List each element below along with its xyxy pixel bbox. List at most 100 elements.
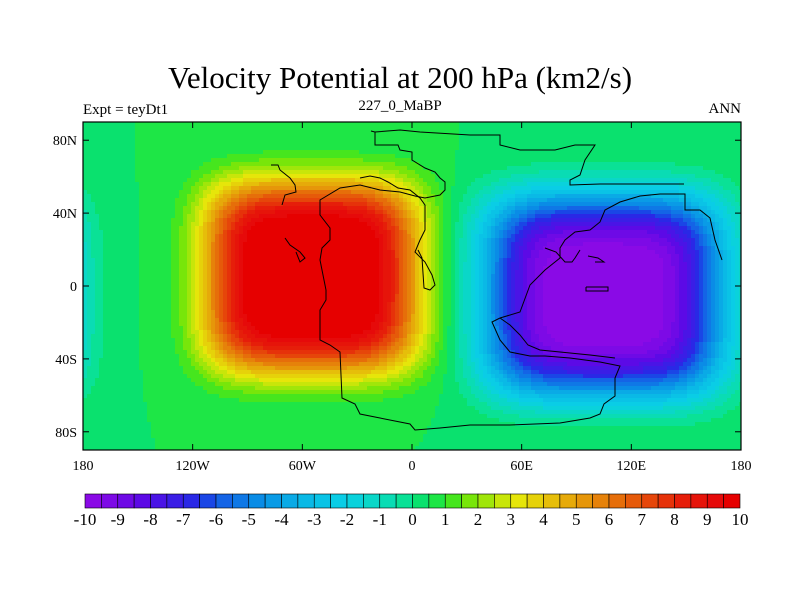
field-cell — [295, 238, 300, 243]
field-cell — [407, 182, 412, 187]
field-cell — [375, 190, 380, 195]
field-cell — [527, 126, 532, 131]
field-cell — [471, 210, 476, 215]
field-cell — [287, 178, 292, 183]
field-cell — [395, 218, 400, 223]
field-cell — [399, 174, 404, 179]
field-cell — [627, 222, 632, 227]
field-cell — [699, 150, 704, 155]
field-cell — [171, 218, 176, 223]
field-cell — [279, 158, 284, 163]
field-cell — [539, 210, 544, 215]
field-cell — [523, 174, 528, 179]
field-cell — [707, 238, 712, 243]
field-cell — [351, 206, 356, 211]
field-cell — [595, 234, 600, 239]
field-cell — [323, 230, 328, 235]
field-cell — [331, 122, 336, 127]
field-cell — [671, 134, 676, 139]
field-cell — [287, 138, 292, 143]
field-cell — [675, 238, 680, 243]
field-cell — [295, 194, 300, 199]
field-cell — [295, 154, 300, 159]
field-cell — [479, 138, 484, 143]
field-cell — [151, 194, 156, 199]
field-cell — [159, 234, 164, 239]
field-cell — [727, 198, 732, 203]
field-cell — [307, 126, 312, 131]
field-cell — [631, 210, 636, 215]
field-cell — [227, 170, 232, 175]
field-cell — [607, 142, 612, 147]
field-cell — [271, 162, 276, 167]
field-cell — [459, 126, 464, 131]
field-cell — [347, 214, 352, 219]
field-cell — [535, 218, 540, 223]
field-cell — [231, 206, 236, 211]
field-cell — [243, 130, 248, 135]
field-cell — [151, 142, 156, 147]
field-cell — [331, 234, 336, 239]
field-cell — [379, 238, 384, 243]
field-cell — [599, 162, 604, 167]
field-cell — [715, 190, 720, 195]
field-cell — [103, 226, 108, 231]
field-cell — [387, 174, 392, 179]
field-cell — [235, 210, 240, 215]
field-cell — [439, 130, 444, 135]
field-cell — [459, 146, 464, 151]
field-cell — [287, 222, 292, 227]
field-cell — [719, 226, 724, 231]
field-cell — [447, 154, 452, 159]
field-cell — [475, 234, 480, 239]
field-cell — [451, 218, 456, 223]
field-cell — [387, 150, 392, 155]
experiment-label: Expt = teyDt1 — [83, 102, 169, 118]
field-cell — [179, 214, 184, 219]
field-cell — [127, 238, 132, 243]
field-cell — [667, 170, 672, 175]
field-cell — [615, 202, 620, 207]
field-cell — [563, 138, 568, 143]
field-cell — [455, 234, 460, 239]
field-cell — [643, 234, 648, 239]
field-cell — [359, 146, 364, 151]
field-cell — [715, 138, 720, 143]
field-cell — [223, 134, 228, 139]
field-cell — [119, 214, 124, 219]
field-cell — [595, 230, 600, 235]
field-cell — [615, 166, 620, 171]
field-cell — [539, 138, 544, 143]
field-cell — [679, 202, 684, 207]
field-cell — [431, 158, 436, 163]
field-cell — [499, 222, 504, 227]
field-cell — [255, 214, 260, 219]
field-cell — [275, 166, 280, 171]
field-cell — [655, 122, 660, 127]
field-cell — [231, 166, 236, 171]
field-cell — [131, 174, 136, 179]
field-cell — [419, 214, 424, 219]
field-cell — [379, 178, 384, 183]
field-cell — [495, 178, 500, 183]
field-cell — [719, 234, 724, 239]
field-cell — [635, 150, 640, 155]
field-cell — [275, 134, 280, 139]
field-cell — [627, 166, 632, 171]
field-cell — [571, 142, 576, 147]
field-cell — [323, 198, 328, 203]
field-cell — [323, 154, 328, 159]
field-cell — [443, 198, 448, 203]
field-cell — [635, 178, 640, 183]
field-cell — [127, 206, 132, 211]
field-cell — [539, 130, 544, 135]
field-cell — [683, 126, 688, 131]
field-cell — [531, 178, 536, 183]
field-cell — [131, 230, 136, 235]
field-cell — [435, 210, 440, 215]
field-cell — [223, 126, 228, 131]
field-cell — [275, 182, 280, 187]
field-cell — [147, 226, 152, 231]
field-cell — [323, 186, 328, 191]
field-cell — [347, 130, 352, 135]
